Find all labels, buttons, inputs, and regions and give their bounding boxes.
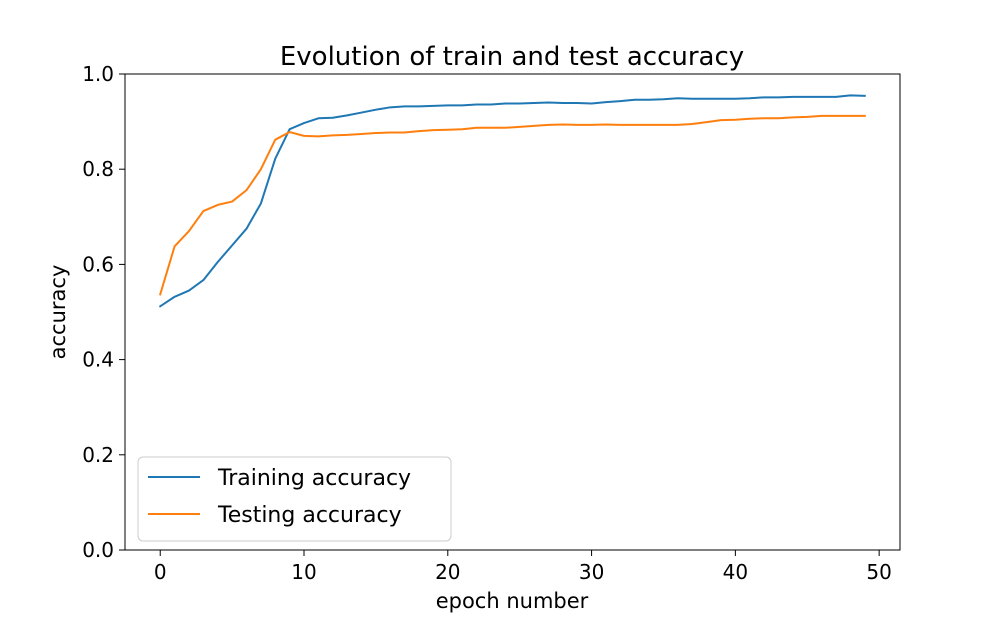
y-tick-label: 1.0	[82, 62, 114, 86]
chart-title: Evolution of train and test accuracy	[280, 42, 744, 72]
legend-label-training: Training accuracy	[217, 466, 411, 491]
series-layer	[158, 94, 866, 308]
legend-box	[137, 456, 452, 542]
x-tick-label: 20	[435, 560, 460, 584]
y-tick-label: 0.8	[82, 157, 114, 181]
x-tick-label: 10	[291, 560, 316, 584]
y-axis-label: accuracy	[46, 265, 70, 360]
x-axis-ticks: 0 10 20 30 40 50	[154, 550, 892, 584]
y-tick-label: 0.0	[82, 538, 114, 562]
y-tick-label: 0.2	[82, 443, 114, 467]
y-axis-ticks: 0.0 0.2 0.4 0.6 0.8 1.0	[82, 62, 125, 562]
series-line-training	[158, 94, 866, 308]
legend-label-testing: Testing accuracy	[217, 503, 402, 528]
x-axis-label: epoch number	[436, 589, 589, 613]
x-tick-label: 0	[154, 560, 167, 584]
x-tick-label: 40	[723, 560, 748, 584]
legend: Training accuracy Testing accuracy	[137, 456, 452, 542]
x-tick-label: 30	[579, 560, 604, 584]
y-tick-label: 0.4	[82, 348, 114, 372]
y-tick-label: 0.6	[82, 252, 114, 276]
series-line-testing	[158, 114, 866, 296]
plot-frame	[124, 73, 901, 551]
x-tick-label: 50	[866, 560, 891, 584]
